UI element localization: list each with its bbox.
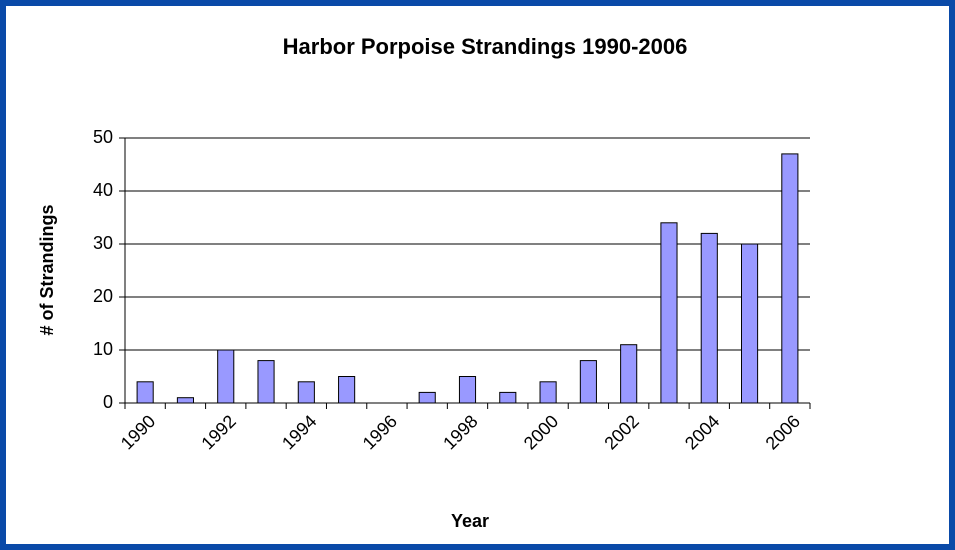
- y-tick-label: 10: [93, 339, 113, 359]
- x-axis-label: Year: [451, 511, 489, 531]
- y-tick-label: 30: [93, 233, 113, 253]
- bar: [620, 344, 638, 404]
- bar: [297, 381, 315, 404]
- bar: [781, 153, 799, 404]
- bar: [418, 391, 436, 404]
- y-tick-label: 40: [93, 180, 113, 200]
- x-tick-label: 1996: [359, 411, 401, 453]
- bar: [458, 376, 477, 404]
- x-tick-label: 1990: [117, 411, 159, 453]
- bar: [741, 243, 759, 404]
- x-tick-label: 1998: [439, 411, 481, 453]
- bar: [499, 391, 517, 404]
- bar: [338, 376, 356, 404]
- x-tick-label: 1992: [197, 411, 239, 453]
- x-tick-label: 2000: [520, 411, 562, 453]
- y-tick-label: 0: [103, 392, 113, 412]
- bar: [700, 232, 718, 404]
- bar: [257, 360, 275, 404]
- bar: [176, 397, 195, 404]
- bar: [217, 349, 235, 404]
- y-tick-label: 20: [93, 286, 113, 306]
- bar: [539, 381, 557, 404]
- x-tick-label: 1994: [278, 411, 320, 453]
- x-tick-label: 2006: [762, 411, 804, 453]
- x-tick-label: 2004: [681, 411, 723, 453]
- chart-title: Harbor Porpoise Strandings 1990-2006: [283, 34, 688, 59]
- bar: [660, 222, 678, 404]
- bar: [136, 381, 154, 404]
- y-axis-label: # of Strandings: [37, 204, 57, 335]
- y-tick-label: 50: [93, 127, 113, 147]
- x-tick-label: 2002: [600, 411, 642, 453]
- bar: [579, 360, 597, 404]
